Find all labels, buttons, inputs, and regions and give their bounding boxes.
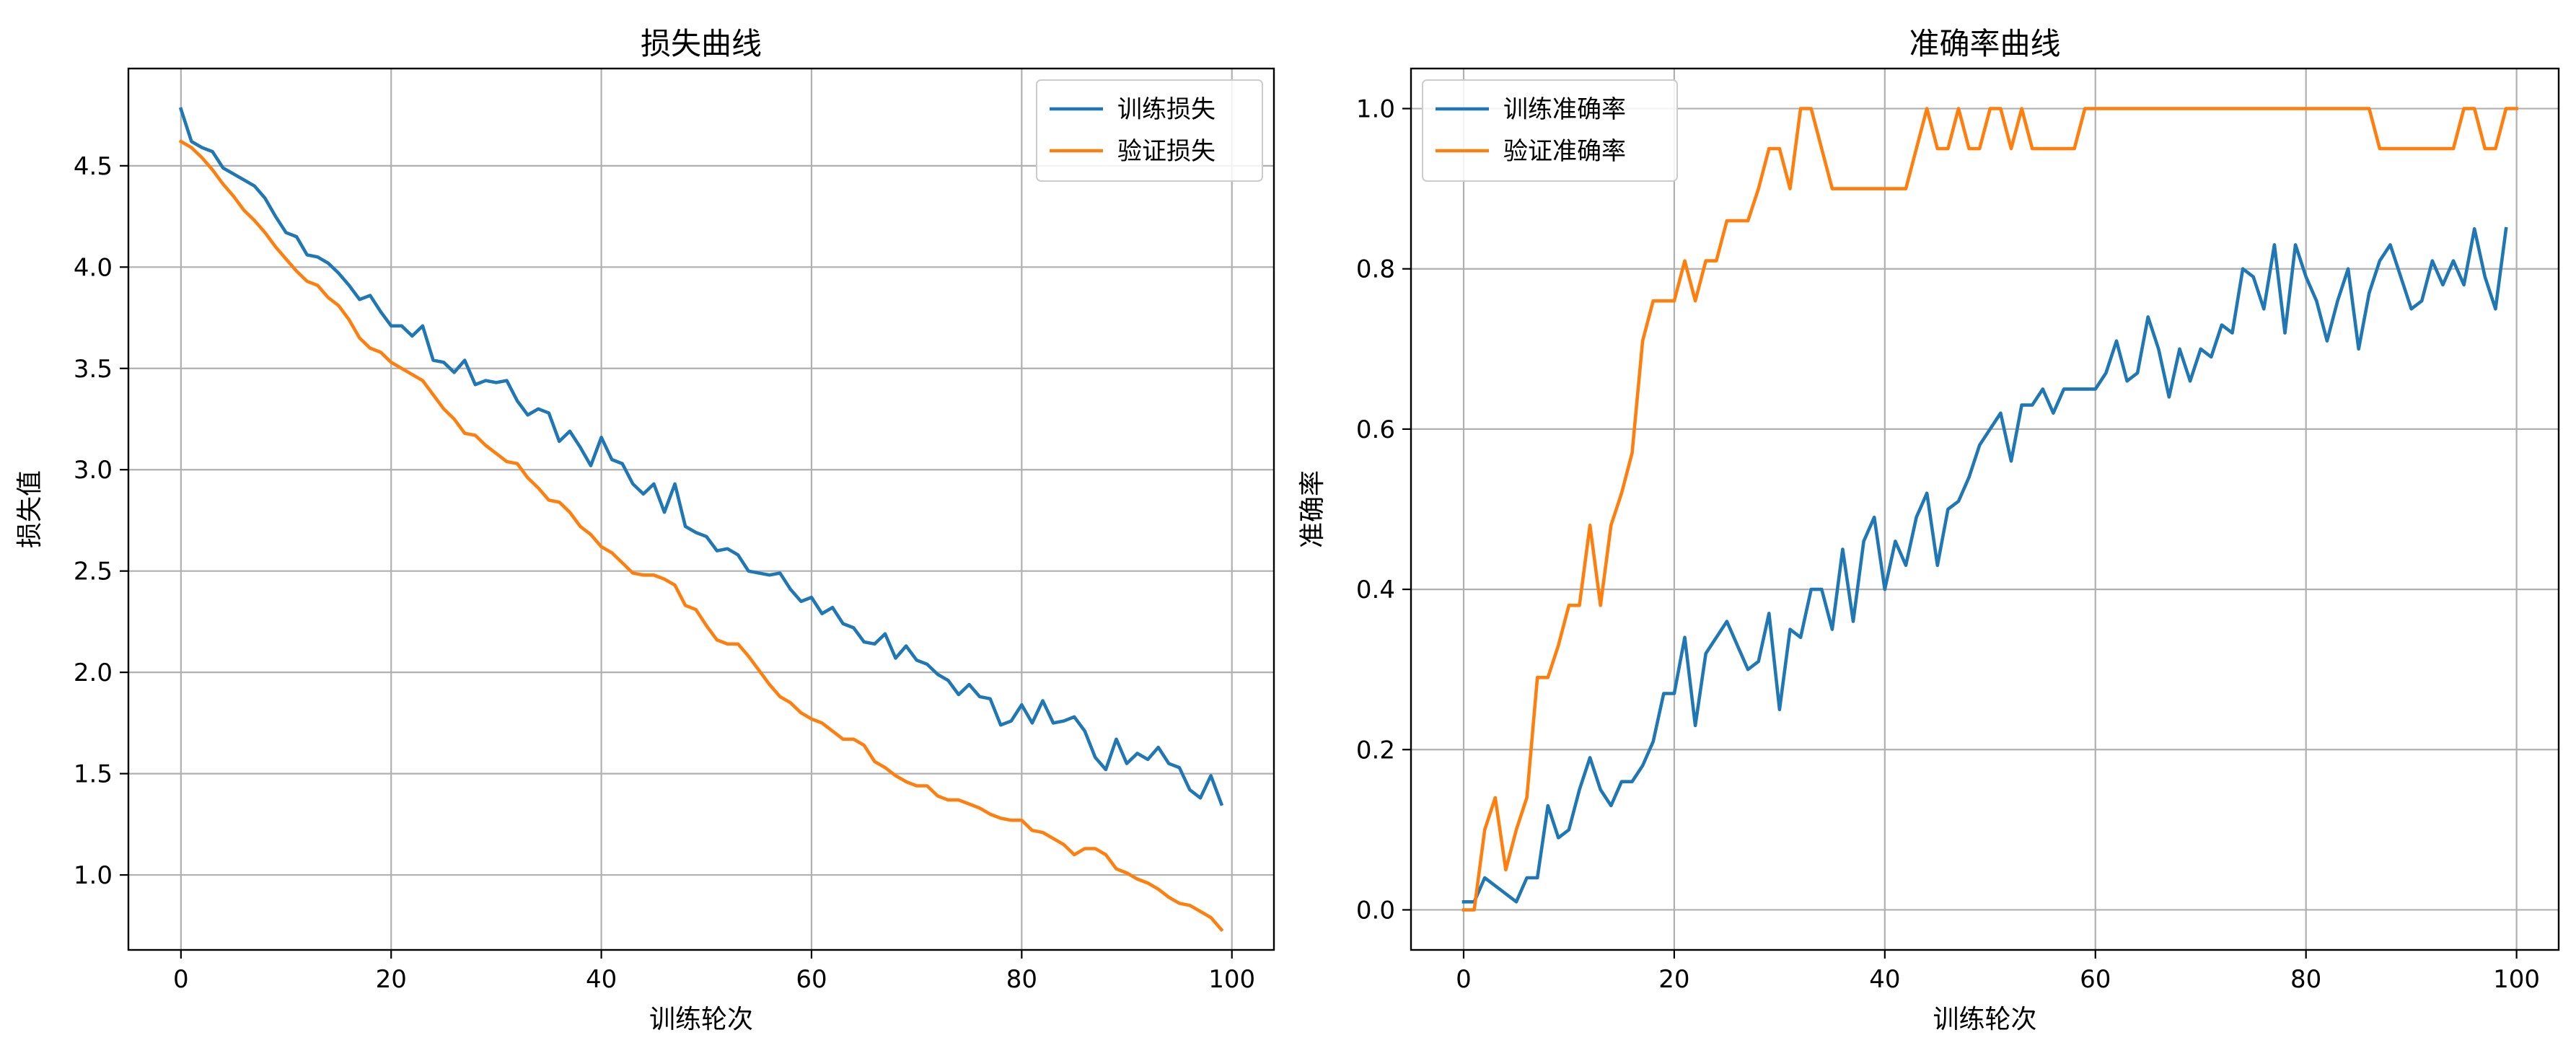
x-tick-label: 60	[2080, 965, 2111, 994]
x-tick-label: 80	[2290, 965, 2321, 994]
y-tick-label: 0.0	[1356, 896, 1395, 925]
x-tick-label: 0	[173, 965, 189, 994]
y-axis-label: 损失值	[15, 470, 45, 548]
legend-label: 训练准确率	[1503, 95, 1626, 124]
series-line-2	[1461, 107, 2518, 912]
x-tick-label: 40	[1869, 965, 1900, 994]
y-tick-label: 4.0	[74, 253, 113, 282]
y-tick-label: 1.0	[1356, 95, 1395, 124]
x-tick-label: 60	[796, 965, 827, 994]
y-tick-label: 1.0	[74, 861, 113, 890]
legend-box	[1036, 79, 1263, 182]
legend-label: 训练损失	[1117, 95, 1216, 124]
y-tick-label: 2.0	[74, 659, 113, 687]
x-axis-label: 训练轮次	[649, 1005, 753, 1034]
legend-label: 验证损失	[1117, 137, 1216, 166]
axes-frame	[1410, 67, 2560, 951]
y-tick-label: 2.5	[74, 558, 113, 586]
y-tick-label: 0.6	[1356, 415, 1395, 444]
y-tick-label: 4.5	[74, 152, 113, 181]
y-tick-label: 0.8	[1356, 255, 1395, 284]
chart-title: 准确率曲线	[1909, 26, 2060, 61]
x-tick-label: 20	[1658, 965, 1689, 994]
axes-frame	[127, 67, 1275, 951]
chart-title: 损失曲线	[641, 26, 762, 61]
y-tick-label: 0.4	[1356, 576, 1395, 604]
x-tick-label: 0	[1456, 965, 1472, 994]
x-tick-label: 100	[1208, 965, 1255, 994]
series-line-2	[178, 138, 1224, 933]
x-tick-label: 100	[2493, 965, 2540, 994]
y-tick-label: 0.2	[1356, 736, 1395, 765]
x-tick-label: 20	[376, 965, 407, 994]
x-tick-label: 80	[1006, 965, 1037, 994]
legend-box	[1422, 79, 1678, 182]
chart-1: 0 20 40 60 80 100 1.0 1.5 2.0 2.5 3.0 3.5 4.0 4.5 损失曲线…	[15, 26, 1275, 1034]
y-axis-label: 准确率	[1298, 470, 1327, 548]
y-tick-label: 3.0	[74, 456, 113, 485]
x-tick-label: 40	[586, 965, 617, 994]
series-line-1	[178, 107, 1224, 806]
series-line-1	[1461, 226, 2508, 904]
x-axis-label: 训练轮次	[1933, 1005, 2036, 1034]
y-tick-label: 1.5	[74, 760, 113, 789]
y-tick-label: 3.5	[74, 355, 113, 384]
legend-label: 验证准确率	[1503, 137, 1626, 166]
